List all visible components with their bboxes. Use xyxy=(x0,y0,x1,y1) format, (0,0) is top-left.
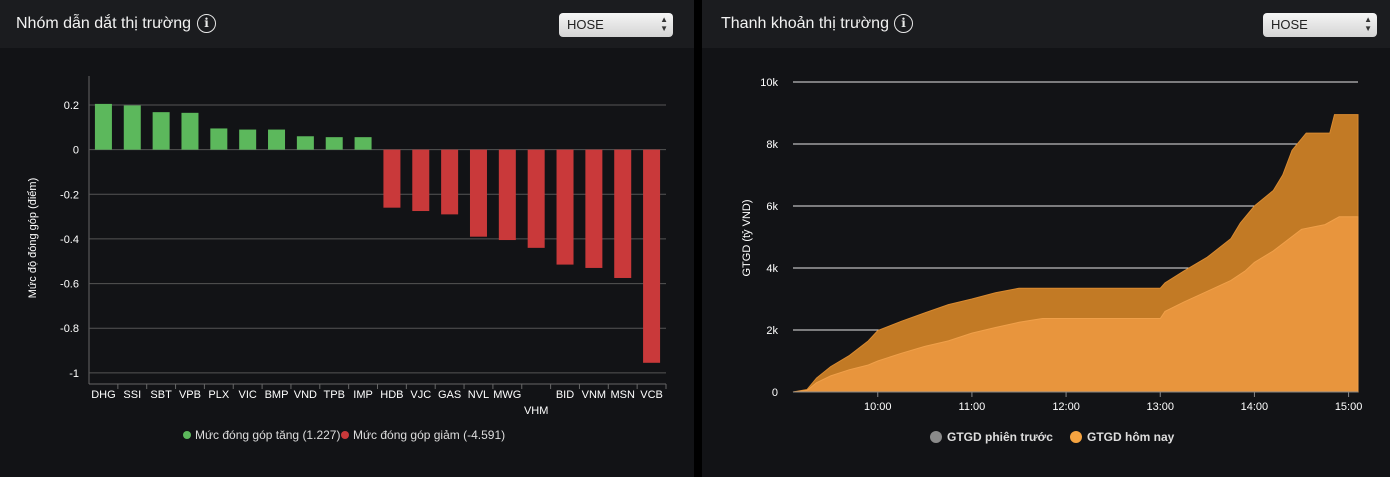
bar-imp[interactable] xyxy=(354,137,372,150)
x-tick-label: VJC xyxy=(410,389,431,401)
bar-ssi[interactable] xyxy=(123,105,141,150)
legend-today-label[interactable]: GTGD hôm nay xyxy=(1087,430,1175,444)
info-icon[interactable]: i xyxy=(894,14,913,33)
x-tick-label: SBT xyxy=(150,389,172,401)
market-leaders-panel: Nhóm dẫn dắt thị trường i HOSE ▲ ▼ Mức độ… xyxy=(0,0,694,477)
x-tick-label: TPB xyxy=(324,389,345,401)
bar-gas[interactable] xyxy=(441,149,459,215)
bar-vnm[interactable] xyxy=(585,149,603,268)
y-axis-title: GTGD (tỷ VND) xyxy=(741,200,753,277)
legend: Mức đóng góp tăng (1.227) Mức đóng góp g… xyxy=(183,428,505,442)
legend-up-label[interactable]: Mức đóng góp tăng (1.227) xyxy=(195,428,340,442)
panel-header: Nhóm dẫn dắt thị trường i HOSE ▲ ▼ xyxy=(0,0,694,48)
exchange-select-value: HOSE xyxy=(1271,17,1308,32)
bar-vic[interactable] xyxy=(239,129,257,150)
x-tick-label: 13:00 xyxy=(1146,401,1174,413)
y-tick-label: -0.6 xyxy=(60,279,79,291)
y-tick-label: 0 xyxy=(772,387,778,399)
y-tick-label: -0.2 xyxy=(60,189,79,201)
y-tick-label: 0.2 xyxy=(64,100,79,112)
liquidity-area-chart: GTGD (tỷ VND) 0 2k 4k 6k 8k 10k 10:00 11:00 12:… xyxy=(741,77,1363,444)
legend-down-marker xyxy=(341,431,349,439)
bar-vnd[interactable] xyxy=(296,136,314,150)
x-tick-label: GAS xyxy=(438,389,461,401)
y-tick-label: 2k xyxy=(766,325,778,337)
bar-dhg[interactable] xyxy=(94,103,112,150)
x-tick-label: IMP xyxy=(353,389,373,401)
info-icon[interactable]: i xyxy=(197,14,216,33)
y-tick-label: 4k xyxy=(766,263,778,275)
panel-header: Thanh khoản thị trường i HOSE ▲ ▼ xyxy=(702,0,1390,48)
select-arrows-icon: ▲ ▼ xyxy=(1364,15,1372,33)
bar-vcb[interactable] xyxy=(643,149,661,363)
exchange-select-value: HOSE xyxy=(567,17,604,32)
bar-bid[interactable] xyxy=(556,149,574,265)
bar-vhm[interactable] xyxy=(527,149,545,248)
market-liquidity-panel: Thanh khoản thị trường i HOSE ▲ ▼ GTGD (t… xyxy=(702,0,1390,477)
bar-vpb[interactable] xyxy=(181,112,199,150)
y-tick-label: -1 xyxy=(69,368,79,380)
panel-title: Nhóm dẫn dắt thị trường xyxy=(16,15,192,32)
x-tick-label: 15:00 xyxy=(1335,401,1363,413)
x-tick-label: VHM xyxy=(524,405,548,417)
legend-previous-label[interactable]: GTGD phiên trước xyxy=(947,430,1053,444)
y-tick-label: -0.8 xyxy=(60,323,79,335)
x-tick-label: VNM xyxy=(582,389,606,401)
x-tick-label: VPB xyxy=(179,389,201,401)
legend-today-marker xyxy=(1070,431,1082,443)
legend-previous-marker xyxy=(930,431,942,443)
x-tick-label: DHG xyxy=(91,389,115,401)
bar-tpb[interactable] xyxy=(325,137,343,150)
x-tick-label: HDB xyxy=(380,389,403,401)
area-series-previous[interactable] xyxy=(792,216,1359,393)
bar-msn[interactable] xyxy=(614,149,632,278)
bar-plx[interactable] xyxy=(210,128,228,150)
legend-up-marker xyxy=(183,431,191,439)
legend: GTGD phiên trước GTGD hôm nay xyxy=(930,430,1175,444)
bar-sbt[interactable] xyxy=(152,112,170,150)
bar-nvl[interactable] xyxy=(469,149,487,237)
y-axis-title: Mức độ đóng góp (điểm) xyxy=(27,178,39,298)
x-tick-label: VIC xyxy=(239,389,257,401)
y-tick-label: 10k xyxy=(760,77,778,89)
leaders-bar-chart: Mức độ đóng góp (điểm) 0.2 0 -0.2 -0.4 -0.6 -… xyxy=(27,76,667,442)
y-tick-label: -0.4 xyxy=(60,234,79,246)
x-tick-label: NVL xyxy=(468,389,489,401)
x-tick-label: BMP xyxy=(265,389,289,401)
x-tick-label: VCB xyxy=(640,389,663,401)
x-tick-label: 10:00 xyxy=(864,401,892,413)
x-tick-label: MSN xyxy=(610,389,635,401)
bar-vjc[interactable] xyxy=(412,149,430,212)
exchange-select[interactable]: HOSE ▲ ▼ xyxy=(1263,13,1377,37)
y-tick-label: 0 xyxy=(73,145,79,157)
x-tick-label: BID xyxy=(556,389,574,401)
y-tick-label: 8k xyxy=(766,139,778,151)
bar-bmp[interactable] xyxy=(268,129,286,150)
x-tick-label: PLX xyxy=(208,389,229,401)
y-tick-label: 6k xyxy=(766,201,778,213)
x-tick-label: VND xyxy=(294,389,317,401)
legend-down-label[interactable]: Mức đóng góp giảm (-4.591) xyxy=(353,428,505,442)
bar-hdb[interactable] xyxy=(383,149,401,208)
x-tick-label: SSI xyxy=(123,389,141,401)
panel-title: Thanh khoản thị trường xyxy=(721,15,889,32)
bar-mwg[interactable] xyxy=(498,149,516,241)
x-tick-label: MWG xyxy=(493,389,521,401)
x-tick-label: 14:00 xyxy=(1241,401,1269,413)
x-tick-label: 11:00 xyxy=(959,401,986,413)
select-arrows-icon: ▲ ▼ xyxy=(660,15,668,33)
exchange-select[interactable]: HOSE ▲ ▼ xyxy=(559,13,673,37)
x-tick-label: 12:00 xyxy=(1052,401,1080,413)
